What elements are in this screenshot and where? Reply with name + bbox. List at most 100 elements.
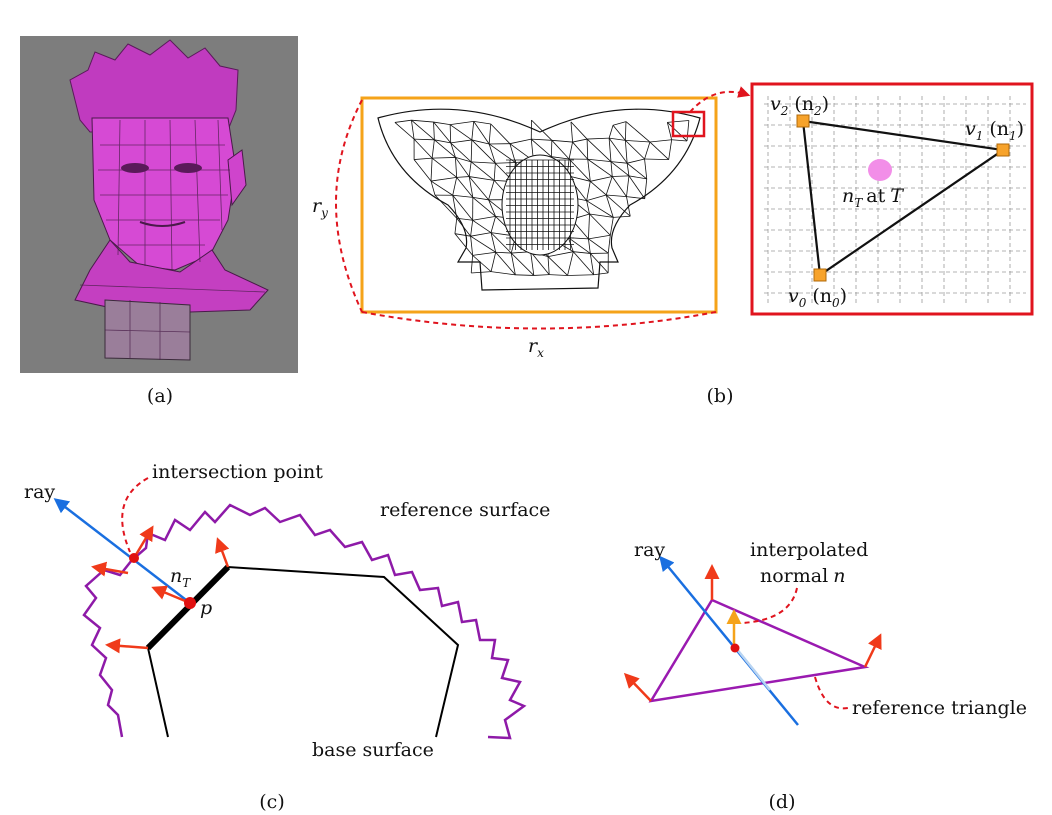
mesh-edge: [608, 138, 612, 162]
mesh-edge: [570, 121, 588, 140]
triangle-pointer: [814, 676, 849, 710]
mesh-edge: [626, 175, 630, 197]
caption-b: (b): [707, 385, 734, 407]
mesh-edge: [590, 253, 609, 274]
ray-d: [659, 555, 799, 726]
mesh-edge: [471, 121, 475, 140]
mesh-edge: [472, 216, 496, 221]
caption-d: (d): [769, 791, 796, 813]
mesh-edge: [547, 256, 550, 275]
normal-d-left: [623, 672, 652, 702]
panel-d: ray interpolated normal n reference trian…: [623, 539, 1027, 813]
mesh-edge: [430, 158, 433, 182]
mesh-edge: [490, 252, 497, 272]
interp-label-2: normal n: [760, 565, 845, 587]
mesh-edge: [531, 138, 552, 141]
uv-mesh: [377, 108, 701, 291]
mesh-edge: [470, 232, 492, 237]
ray-label-d: ray: [634, 539, 665, 561]
mesh-edge: [490, 232, 497, 253]
mesh-edge: [572, 141, 589, 160]
mesh-edge: [572, 138, 588, 143]
mesh-edge: [606, 194, 627, 198]
uv-map-frame: [360, 96, 718, 314]
mesh-edge: [430, 176, 457, 182]
mesh-edge: [455, 157, 458, 178]
mesh-edge: [586, 139, 589, 160]
ry-label: ry: [312, 195, 328, 220]
mesh-edge: [468, 176, 489, 201]
mesh-edge: [472, 255, 492, 272]
mesh-edge: [433, 121, 452, 144]
mesh-edge: [609, 217, 614, 236]
mesh-edge: [531, 119, 553, 141]
mesh-edge: [452, 194, 473, 198]
mesh-edge: [626, 196, 645, 200]
mesh-edge: [509, 143, 516, 163]
mesh-edge: [450, 142, 456, 158]
vertex-v0: [813, 268, 827, 282]
mesh-edge: [567, 251, 574, 276]
mesh-edge: [667, 122, 688, 142]
mesh-edge: [430, 180, 453, 196]
mesh-edge: [590, 181, 607, 196]
mesh-edge: [587, 159, 591, 182]
mesh-edge: [488, 180, 495, 200]
mesh-edge: [433, 122, 435, 140]
mesh-edge: [613, 215, 631, 218]
mesh-edge: [605, 194, 631, 217]
mesh-edge: [530, 251, 550, 275]
mesh-edge: [586, 200, 590, 215]
intersection-label: intersection point: [152, 461, 323, 483]
mesh-edge: [450, 142, 472, 163]
mesh-edge: [573, 251, 591, 254]
reference-triangle-label: reference triangle: [852, 697, 1027, 719]
mesh-edge: [588, 214, 590, 239]
mesh-edge: [471, 271, 492, 274]
mesh-edge: [411, 119, 434, 123]
mesh-edge: [452, 195, 458, 219]
intersection-point: [129, 553, 139, 563]
mesh-edge: [456, 218, 471, 237]
caption-a: (a): [147, 385, 173, 407]
mesh-edge: [450, 139, 472, 144]
mesh-edge: [686, 120, 690, 142]
mesh-edge: [515, 274, 534, 276]
mesh-edge: [605, 194, 614, 218]
normal-d-right: [863, 633, 882, 668]
zoom-arrow: [689, 86, 751, 113]
mesh-edge: [624, 140, 628, 164]
mesh-edge: [567, 274, 594, 276]
mesh-edge: [452, 195, 473, 221]
mesh-edge: [488, 143, 496, 164]
mesh-edge: [530, 251, 535, 276]
mesh-edge: [455, 157, 472, 163]
base-surface: [146, 565, 460, 738]
caption-c: (c): [259, 791, 284, 813]
mesh-edge: [649, 139, 672, 143]
mesh-edge: [549, 274, 568, 276]
mesh-edge: [612, 175, 629, 177]
mesh-edge: [628, 175, 646, 199]
mesh-edge: [434, 139, 456, 158]
mesh-edge: [490, 216, 496, 233]
mesh-edge: [590, 176, 613, 182]
ry-brace: [335, 99, 363, 313]
mesh-edge: [626, 162, 647, 180]
mesh-edge: [608, 137, 628, 164]
mesh-edge: [452, 177, 458, 196]
mesh-edge: [509, 138, 532, 145]
mesh-edge: [449, 124, 452, 143]
mesh-edge: [470, 139, 473, 162]
mesh-edge: [394, 122, 415, 140]
panel-c: ray intersection point reference surface…: [24, 461, 550, 813]
mesh-edge: [644, 141, 651, 160]
mesh-edge: [433, 121, 451, 126]
mesh-edge: [551, 156, 570, 160]
mesh-edge: [414, 138, 435, 141]
rx-brace: [361, 311, 717, 330]
mesh-edge: [468, 161, 472, 177]
mesh-edge: [490, 123, 511, 144]
mesh-edge: [488, 143, 516, 163]
mesh-edge: [531, 138, 552, 157]
